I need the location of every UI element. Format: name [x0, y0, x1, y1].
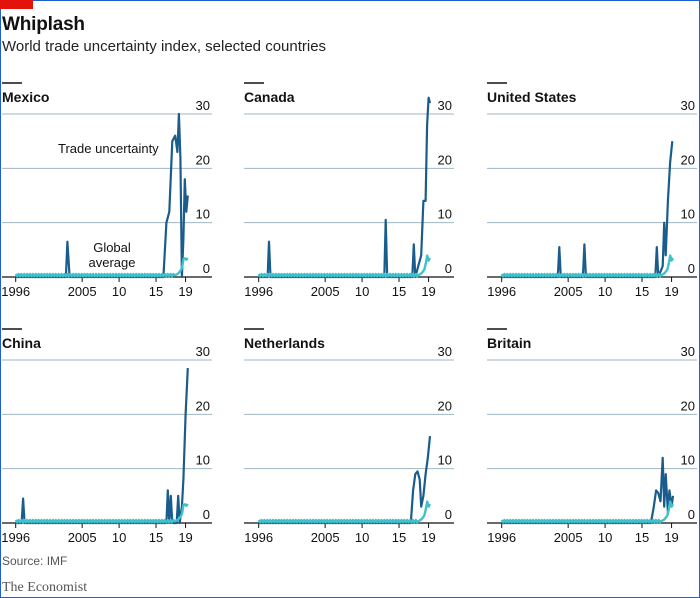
brand-red-tab — [0, 0, 33, 9]
page-title: Whiplash — [2, 14, 85, 35]
x-tick-label: 19 — [421, 284, 435, 299]
country-series-line — [15, 112, 189, 279]
panel-canada: Canada 0 10 20 30 1996 2005 10 15 19 — [244, 82, 454, 299]
annotation-trade-uncertainty: Trade uncertainty — [58, 141, 159, 156]
x-tick-label: 10 — [355, 530, 369, 545]
global-average-series-line — [500, 500, 675, 524]
x-tick-label: 1996 — [1, 530, 30, 545]
y-tick-label: 10 — [681, 207, 695, 222]
y-tick-label: 0 — [445, 261, 452, 276]
annotation-global: Global — [93, 240, 131, 255]
panel-united-states: United States 0 10 20 30 1996 2005 10 15 19 — [487, 82, 697, 299]
y-tick-label: 0 — [203, 507, 210, 522]
panel-netherlands: Netherlands 0 10 20 30 1996 2005 10 15 19 — [244, 328, 454, 545]
x-tick-label: 19 — [664, 284, 678, 299]
country-series-line — [501, 456, 675, 525]
y-tick-label: 10 — [196, 453, 210, 468]
x-tick-label: 1996 — [1, 284, 30, 299]
panel-title: United States — [487, 89, 577, 105]
panel-mexico: Mexico 0 10 20 30 1996 2005 10 15 19 Trade uncerta… — [1, 82, 212, 299]
y-tick-label: 30 — [681, 98, 695, 113]
source-note: Source: IMF — [2, 554, 68, 568]
y-tick-label: 10 — [196, 207, 210, 222]
x-tick-label: 15 — [149, 530, 163, 545]
x-tick-label: 2005 — [68, 530, 97, 545]
x-tick-label: 15 — [635, 530, 649, 545]
y-tick-label: 30 — [681, 344, 695, 359]
panel-britain: Britain 0 10 20 30 1996 2005 10 15 19 — [487, 328, 697, 545]
global-average-series-line — [14, 257, 189, 278]
x-tick-label: 1996 — [244, 284, 273, 299]
panel-title: China — [2, 335, 41, 351]
country-series-line — [258, 96, 432, 279]
y-tick-label: 30 — [438, 98, 452, 113]
country-series-line — [15, 368, 189, 525]
global-average-series-line — [257, 500, 432, 524]
x-tick-label: 19 — [421, 530, 435, 545]
x-tick-label: 15 — [392, 284, 406, 299]
x-tick-label: 1996 — [244, 530, 273, 545]
y-tick-label: 20 — [438, 398, 452, 413]
panel-title: Canada — [244, 89, 295, 105]
x-tick-label: 2005 — [311, 530, 340, 545]
x-tick-label: 2005 — [68, 284, 97, 299]
brand-wordmark: The Economist — [2, 580, 88, 595]
x-tick-label: 15 — [149, 284, 163, 299]
x-tick-label: 2005 — [311, 284, 340, 299]
y-tick-label: 20 — [681, 152, 695, 167]
y-tick-label: 20 — [681, 398, 695, 413]
y-tick-label: 10 — [681, 453, 695, 468]
country-series-line — [501, 141, 674, 279]
panel-title: Netherlands — [244, 335, 325, 351]
y-tick-label: 20 — [196, 398, 210, 413]
x-tick-label: 10 — [112, 284, 126, 299]
x-tick-label: 10 — [598, 530, 612, 545]
x-tick-label: 15 — [392, 530, 406, 545]
y-tick-label: 0 — [688, 507, 695, 522]
y-tick-label: 0 — [445, 507, 452, 522]
y-tick-label: 30 — [196, 98, 210, 113]
x-tick-label: 15 — [635, 284, 649, 299]
y-tick-label: 10 — [438, 207, 452, 222]
x-tick-label: 10 — [112, 530, 126, 545]
x-tick-label: 2005 — [554, 284, 583, 299]
x-tick-label: 1996 — [487, 530, 516, 545]
global-average-series-line — [500, 254, 675, 278]
x-tick-label: 10 — [355, 284, 369, 299]
x-tick-label: 2005 — [554, 530, 583, 545]
y-tick-label: 10 — [438, 453, 452, 468]
y-tick-label: 20 — [438, 152, 452, 167]
panel-title: Britain — [487, 335, 531, 351]
x-tick-label: 19 — [178, 530, 192, 545]
panel-title: Mexico — [2, 89, 49, 105]
y-tick-label: 30 — [438, 344, 452, 359]
global-average-series-line — [14, 503, 189, 524]
y-tick-label: 30 — [196, 344, 210, 359]
country-series-line — [258, 435, 432, 525]
global-average-series-line — [257, 254, 432, 278]
annotation-average: average — [89, 255, 136, 270]
x-tick-label: 19 — [664, 530, 678, 545]
x-tick-label: 19 — [178, 284, 192, 299]
y-tick-label: 20 — [196, 152, 210, 167]
y-tick-label: 0 — [203, 261, 210, 276]
page-subtitle: World trade uncertainty index, selected … — [2, 38, 327, 55]
y-tick-label: 0 — [688, 261, 695, 276]
x-tick-label: 1996 — [487, 284, 516, 299]
x-tick-label: 10 — [598, 284, 612, 299]
panel-china: China 0 10 20 30 1996 2005 10 15 19 — [1, 328, 212, 545]
